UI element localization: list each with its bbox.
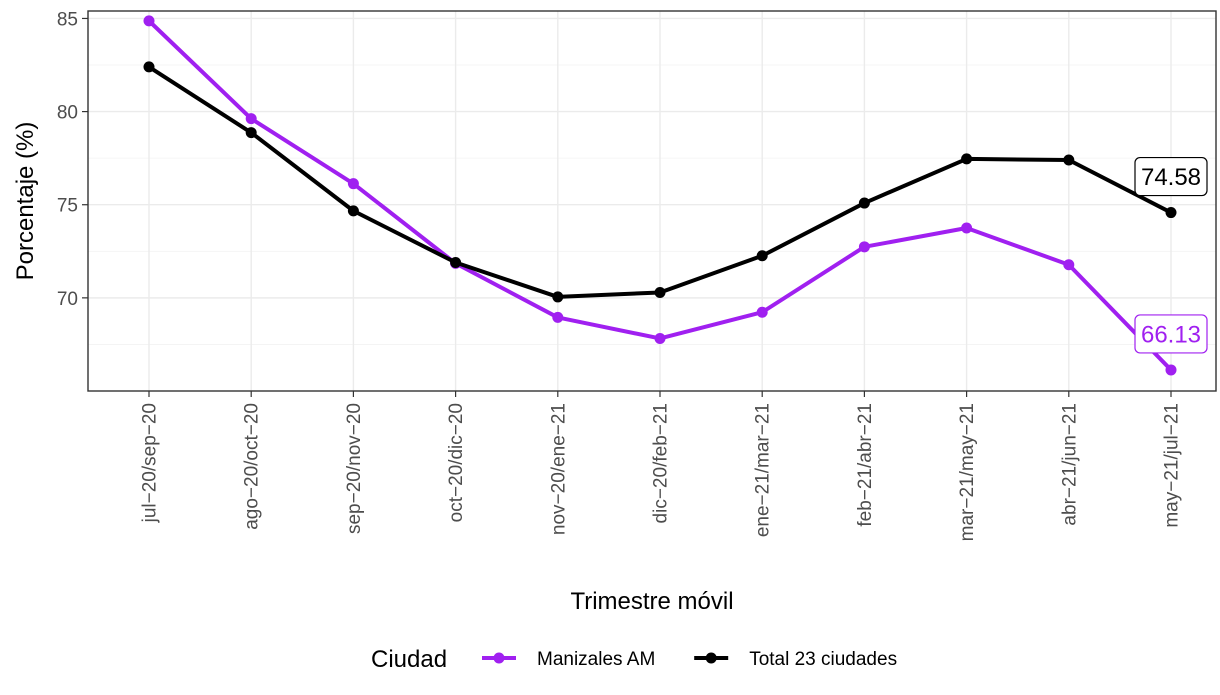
data-point [552,311,564,323]
legend-item: Manizales AM [482,649,655,670]
end-label: 74.58 [1134,156,1208,197]
legend-label: Manizales AM [537,649,655,670]
data-point [1063,259,1075,271]
data-point [654,286,666,298]
x-axis-title: Trimestre móvil [570,588,733,615]
y-tick-label: 80 [57,103,78,124]
y-tick-label: 85 [57,9,78,30]
x-tick-label: mar−21/may−21 [957,403,978,541]
legend-label: Total 23 ciudades [749,649,897,670]
x-tick-label: sep−20/nov−20 [344,403,365,534]
x-tick-label: feb−21/abr−21 [855,403,876,527]
data-point [1063,154,1075,166]
end-label-text: 66.13 [1141,321,1201,348]
x-tick-label: abr−21/jun−21 [1059,403,1080,526]
x-tick-label: jul−20/sep−20 [140,403,161,523]
x-tick-label: dic−20/feb−21 [651,403,672,523]
data-point [347,178,359,190]
data-point [552,291,564,303]
legend-item: Total 23 ciudades [694,649,897,670]
plot-panel-border [87,10,1217,392]
data-point [143,15,155,27]
data-point [961,222,973,234]
data-point [654,332,666,344]
x-tick-label: ene−21/mar−21 [753,403,774,537]
data-point [245,113,257,125]
x-tick-label: may−21/jul−21 [1162,403,1183,528]
x-tick-label: ago−20/oct−20 [242,403,263,530]
x-tick-label: nov−20/ene−21 [548,403,569,535]
data-point [858,197,870,209]
data-point [858,241,870,253]
data-point [756,250,768,262]
y-tick-label: 75 [57,196,78,217]
data-point [961,153,973,165]
series-group [143,61,1177,303]
legend-swatch-point [493,652,505,664]
x-tick-label: oct−20/dic−20 [446,403,467,522]
data-point [245,127,257,139]
end-label-box [1134,314,1208,354]
y-tick-label: 70 [57,289,78,310]
legend: Ciudad Manizales AM Total 23 ciudades [371,646,897,673]
data-point [347,205,359,217]
end-label: 66.13 [1134,314,1208,354]
data-point [450,256,462,268]
legend-title: Ciudad [371,646,447,673]
axis-ticks: 70 75 80 85 jul−20/sep−20 ago−20/oct−20 sep−20… [57,9,1183,541]
legend-swatch-point [705,652,717,664]
y-axis-title: Porcentaje (%) [12,122,39,281]
data-point [1165,364,1177,376]
end-label-box [1134,156,1208,197]
data-point [756,306,768,318]
data-point [143,61,155,73]
end-labels: 66.13 74.58 [1134,156,1208,354]
end-label-text: 74.58 [1141,164,1201,191]
series-lines [143,15,1177,376]
data-point [1165,207,1177,219]
